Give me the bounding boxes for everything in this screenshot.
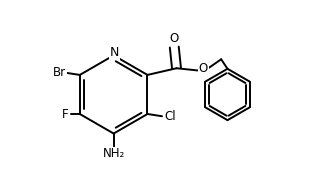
Text: Cl: Cl <box>164 110 176 123</box>
Text: NH₂: NH₂ <box>103 147 125 160</box>
Text: F: F <box>62 107 69 120</box>
Text: N: N <box>110 46 119 59</box>
Text: O: O <box>170 32 179 45</box>
Text: Br: Br <box>53 66 66 79</box>
Text: O: O <box>199 62 208 75</box>
